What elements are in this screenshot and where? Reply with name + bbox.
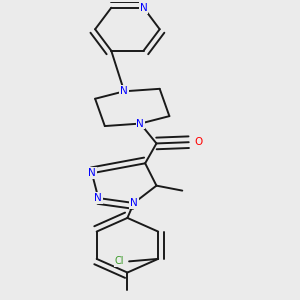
Text: N: N bbox=[130, 198, 138, 208]
Text: N: N bbox=[120, 86, 128, 96]
Text: Cl: Cl bbox=[115, 256, 124, 266]
Text: N: N bbox=[94, 193, 102, 203]
Text: N: N bbox=[136, 118, 144, 129]
Text: N: N bbox=[88, 168, 96, 178]
Text: N: N bbox=[140, 3, 147, 13]
Text: O: O bbox=[194, 137, 202, 147]
